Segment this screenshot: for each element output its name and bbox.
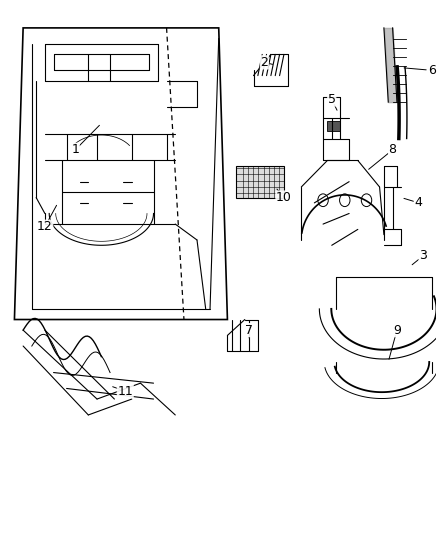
Text: 10: 10 xyxy=(276,191,292,204)
Text: 7: 7 xyxy=(245,324,253,337)
Text: 9: 9 xyxy=(393,324,401,337)
Text: 3: 3 xyxy=(419,249,427,262)
Text: 5: 5 xyxy=(328,93,336,106)
Text: 6: 6 xyxy=(428,64,436,77)
Text: 12: 12 xyxy=(37,220,53,233)
Bar xyxy=(236,166,284,198)
Text: 1: 1 xyxy=(71,143,79,156)
Text: 8: 8 xyxy=(389,143,396,156)
Bar xyxy=(327,120,340,131)
Text: 11: 11 xyxy=(117,385,133,398)
Text: 4: 4 xyxy=(415,196,423,209)
Text: 2: 2 xyxy=(261,56,268,69)
